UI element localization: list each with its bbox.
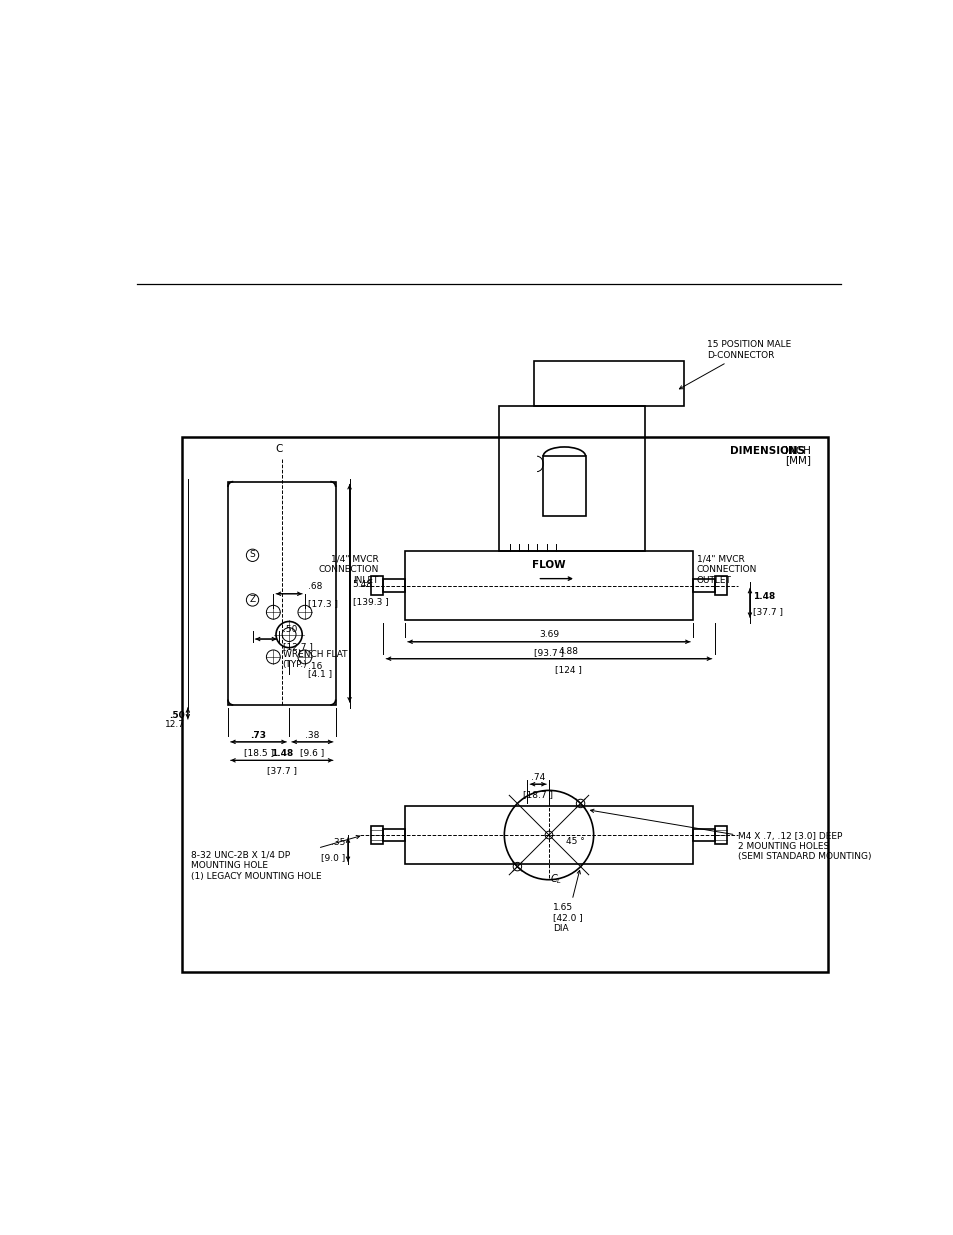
Bar bbox=[383, 829, 405, 841]
Bar bbox=[714, 577, 726, 595]
Bar bbox=[405, 551, 692, 620]
Bar bbox=[383, 579, 405, 592]
Text: [4.1 ]: [4.1 ] bbox=[308, 669, 332, 678]
Text: .50: .50 bbox=[282, 625, 296, 635]
Text: [139.3 ]: [139.3 ] bbox=[353, 597, 388, 606]
Text: C: C bbox=[274, 443, 282, 454]
Text: 8-32 UNC-2B X 1/4 DP
MOUNTING HOLE
(1) LEGACY MOUNTING HOLE: 8-32 UNC-2B X 1/4 DP MOUNTING HOLE (1) L… bbox=[191, 835, 359, 881]
Text: [18.5 ]: [18.5 ] bbox=[243, 748, 274, 757]
Text: 3.69: 3.69 bbox=[538, 630, 558, 640]
Bar bbox=[534, 362, 683, 406]
Text: .73: .73 bbox=[251, 731, 266, 740]
Text: .50: .50 bbox=[169, 711, 185, 720]
Bar bbox=[692, 579, 714, 592]
Bar bbox=[228, 482, 335, 705]
Text: [9.0 ]: [9.0 ] bbox=[320, 853, 345, 862]
Text: [9.6 ]: [9.6 ] bbox=[300, 748, 324, 757]
Bar bbox=[692, 829, 714, 841]
Text: 1/4" MVCR
CONNECTION
OUTLET: 1/4" MVCR CONNECTION OUTLET bbox=[696, 555, 757, 584]
Text: [37.7 ]: [37.7 ] bbox=[267, 767, 296, 776]
Text: 12.7: 12.7 bbox=[165, 720, 185, 729]
Text: 45 °: 45 ° bbox=[565, 836, 584, 846]
Text: 1.48: 1.48 bbox=[271, 750, 293, 758]
Text: [93.7 ]: [93.7 ] bbox=[534, 648, 563, 657]
Text: WRENCH FLAT
(TYP.): WRENCH FLAT (TYP.) bbox=[282, 650, 347, 669]
Text: [17.3 ]: [17.3 ] bbox=[308, 599, 337, 608]
Text: [18.7 ]: [18.7 ] bbox=[522, 790, 553, 799]
Text: .68: .68 bbox=[308, 583, 322, 592]
Text: INCH: INCH bbox=[784, 446, 810, 456]
Bar bbox=[542, 456, 585, 516]
Text: [12.7 ]: [12.7 ] bbox=[282, 642, 313, 651]
Text: .35: .35 bbox=[330, 839, 345, 847]
Bar bbox=[498, 406, 644, 551]
Text: [124 ]: [124 ] bbox=[555, 664, 581, 674]
Text: [37.7 ]: [37.7 ] bbox=[752, 608, 782, 616]
Text: 1.48: 1.48 bbox=[752, 592, 775, 600]
Text: DIMENSIONS: DIMENSIONS bbox=[729, 446, 804, 456]
Text: .74: .74 bbox=[531, 773, 545, 782]
Text: 1/4" MVCR
CONNECTION
INLET: 1/4" MVCR CONNECTION INLET bbox=[318, 555, 378, 584]
Text: 1.65
[42.0 ]
DIA: 1.65 [42.0 ] DIA bbox=[552, 871, 582, 932]
Text: S: S bbox=[250, 550, 255, 559]
Bar bbox=[405, 805, 692, 864]
Text: 15 POSITION MALE
D-CONNECTOR: 15 POSITION MALE D-CONNECTOR bbox=[679, 340, 790, 389]
Text: M4 X .7, .12 [3.0] DEEP
2 MOUNTING HOLES
(SEMI STANDARD MOUNTING): M4 X .7, .12 [3.0] DEEP 2 MOUNTING HOLES… bbox=[590, 809, 871, 862]
Text: 4.88: 4.88 bbox=[558, 647, 578, 656]
Bar bbox=[181, 437, 827, 972]
Bar bbox=[714, 826, 726, 845]
Text: Z: Z bbox=[250, 595, 255, 604]
Text: [MM]: [MM] bbox=[784, 456, 810, 466]
Text: .16: .16 bbox=[308, 662, 322, 671]
Bar bbox=[371, 577, 383, 595]
Bar bbox=[371, 826, 383, 845]
Text: $C_L$: $C_L$ bbox=[549, 872, 561, 885]
Text: .38: .38 bbox=[305, 731, 319, 740]
Text: FLOW: FLOW bbox=[532, 561, 565, 571]
Text: 5.48: 5.48 bbox=[353, 580, 373, 589]
